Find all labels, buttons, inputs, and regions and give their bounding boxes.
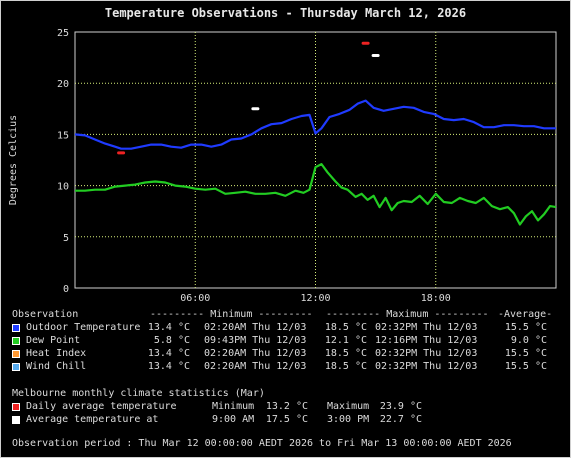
average-temperature-marker (251, 107, 260, 111)
axis-labels: 0 5 10 15 20 25 06:00 12:00 18:00 (57, 28, 451, 304)
daily-average-marker (361, 41, 370, 45)
average-temperature-marker (371, 54, 380, 58)
y-tick-label: 15 (57, 130, 69, 141)
x-tick-label: 12:00 (300, 293, 330, 304)
y-axis-label: Degrees Celcius (8, 115, 19, 205)
y-tick-label: 10 (57, 182, 69, 193)
plot-area (74, 31, 557, 289)
climate-markers (117, 41, 380, 155)
y-tick-label: 0 (63, 284, 69, 295)
chart-title: Temperature Observations - Thursday Marc… (104, 6, 467, 20)
dew-point-line (75, 163, 557, 226)
y-tick-label: 25 (57, 28, 69, 39)
daily-average-marker (117, 151, 126, 155)
outdoor-temperature-line (74, 99, 556, 150)
y-tick-label: 5 (63, 233, 69, 244)
x-tick-label: 06:00 (180, 293, 210, 304)
series-lines (74, 99, 557, 226)
y-tick-label: 20 (57, 79, 69, 90)
x-tick-label: 18:00 (421, 293, 451, 304)
